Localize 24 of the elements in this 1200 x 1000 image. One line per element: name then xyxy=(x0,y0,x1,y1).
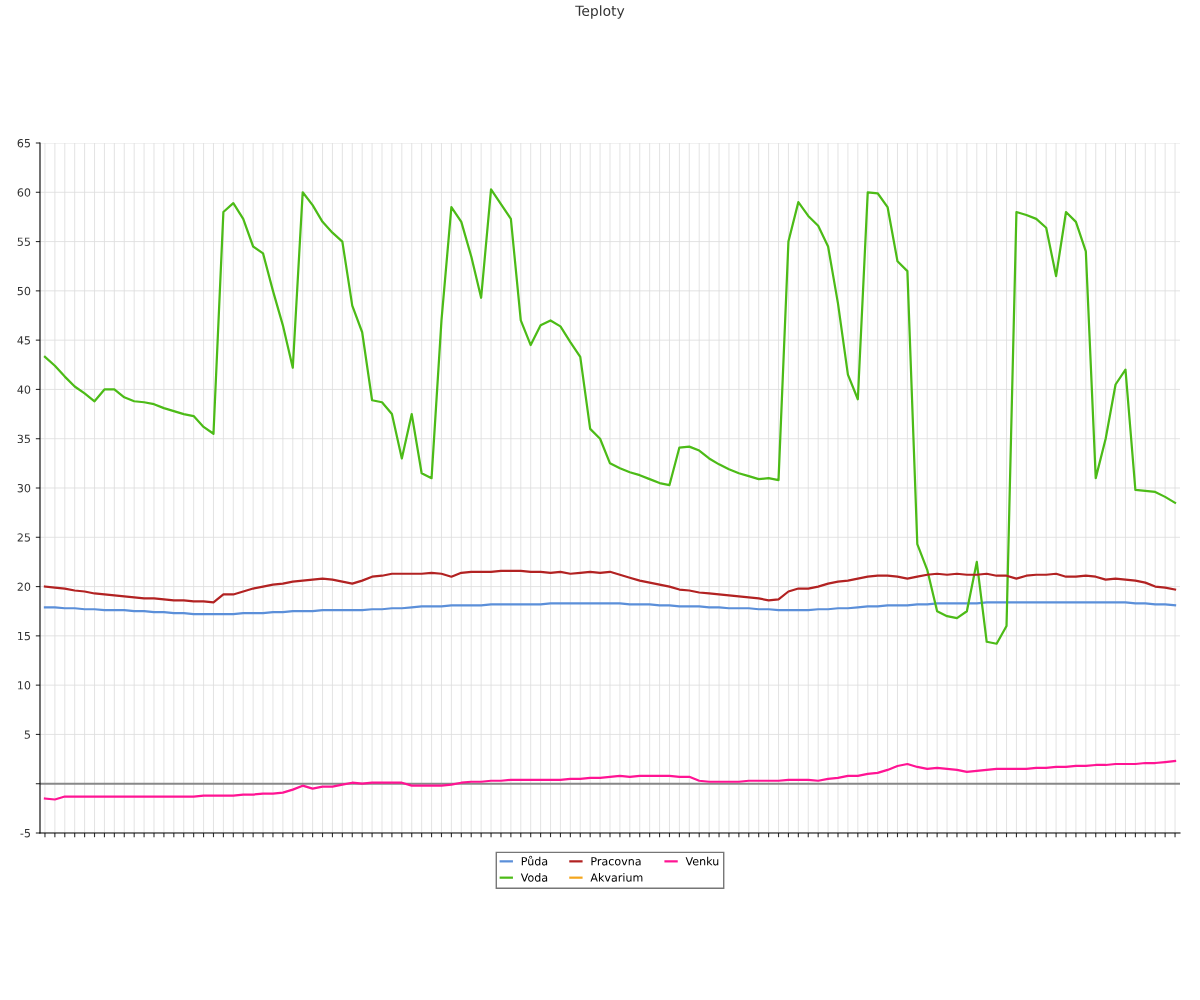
line-series xyxy=(43,601,1177,616)
y-tick-label: -5 xyxy=(20,829,30,838)
y-tick-label: 60 xyxy=(17,188,31,197)
y-tick-label: 20 xyxy=(17,582,31,591)
y-tick-label: 50 xyxy=(17,286,31,296)
legend-label: Půda xyxy=(521,855,548,866)
y-tick-label: 30 xyxy=(17,483,31,493)
y-tick-label: 5 xyxy=(24,730,30,739)
y-tick-label: 55 xyxy=(17,237,30,246)
line-series xyxy=(43,759,1177,801)
legend-label: Venku xyxy=(685,856,719,866)
y-tick-label: 15 xyxy=(18,631,30,641)
legend-label: Akvarium xyxy=(590,873,643,882)
y-tick-label: 65 xyxy=(17,138,30,148)
y-tick-label: 10 xyxy=(18,681,31,690)
legend-label: Pracovna xyxy=(591,857,641,866)
chart-title: Teploty xyxy=(575,5,625,19)
line-series xyxy=(43,188,1177,645)
line-series xyxy=(43,569,1177,604)
y-tick-label: 40 xyxy=(17,385,31,394)
y-tick-label: 35 xyxy=(17,434,30,444)
y-tick-label: 45 xyxy=(17,336,30,345)
y-tick-label: 25 xyxy=(17,533,30,542)
legend-label: Voda xyxy=(520,873,548,882)
